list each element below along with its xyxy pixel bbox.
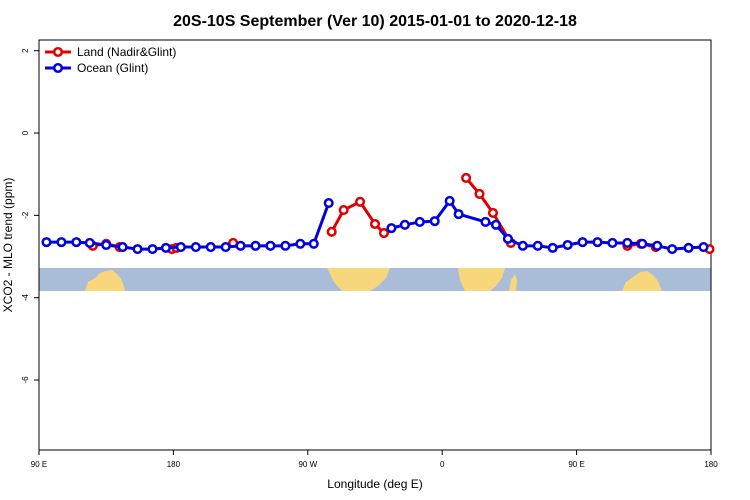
point	[205, 242, 216, 253]
point	[490, 219, 502, 230]
point	[652, 240, 663, 251]
point	[355, 196, 366, 207]
land-mask	[39, 268, 711, 291]
point	[250, 240, 261, 251]
y-tick-label: 2	[21, 48, 30, 53]
point	[592, 237, 603, 248]
point	[190, 242, 201, 253]
series	[41, 195, 709, 255]
y-axis-label: XCO2 - MLO trend (ppm)	[1, 178, 15, 313]
point	[295, 238, 306, 249]
point	[175, 242, 186, 253]
point	[444, 195, 455, 207]
legend-label: Ocean (Glint)	[77, 61, 148, 75]
point	[220, 242, 231, 253]
y-tick-label: -2	[21, 211, 30, 219]
point	[622, 237, 633, 248]
x-tick-label: 90 E	[568, 460, 584, 469]
point	[338, 204, 349, 216]
point	[399, 219, 410, 230]
y-tick-label: 0	[21, 130, 30, 135]
y-tick-label: -6	[21, 376, 30, 384]
point	[517, 240, 528, 251]
point	[532, 240, 543, 251]
point	[547, 242, 558, 253]
y-tick-label: -4	[21, 294, 30, 302]
point	[235, 240, 246, 251]
point	[84, 237, 95, 248]
point	[429, 216, 440, 227]
point	[577, 237, 588, 248]
land-patch	[509, 274, 517, 291]
point	[607, 237, 618, 248]
point	[323, 197, 334, 209]
point	[101, 239, 112, 251]
land-patch	[458, 268, 505, 291]
point	[637, 238, 648, 249]
point	[41, 237, 52, 248]
x-tick-label: 180	[704, 460, 718, 469]
x-tick-label: 90 W	[298, 460, 317, 469]
x-tick-label: 0	[440, 460, 445, 469]
legend-label: Land (Nadir&Glint)	[77, 45, 176, 59]
series-line	[93, 178, 710, 249]
point	[487, 207, 499, 218]
chart-title: 20S-10S September (Ver 10) 2015-01-01 to…	[173, 13, 577, 30]
x-tick-label: 180	[167, 460, 181, 469]
point	[386, 223, 397, 234]
point	[132, 244, 143, 255]
land-patch	[85, 270, 125, 291]
point	[562, 239, 573, 251]
point	[414, 216, 425, 227]
point	[461, 172, 472, 183]
x-axis-label: Longitude (deg E)	[327, 477, 422, 491]
point	[71, 237, 82, 248]
point	[56, 237, 67, 248]
point	[369, 218, 381, 230]
x-tick-label: 90 E	[31, 460, 47, 469]
point	[308, 238, 319, 249]
point	[453, 209, 464, 220]
legend-marker	[52, 46, 64, 58]
series	[89, 174, 713, 253]
point	[265, 240, 276, 251]
point	[117, 242, 128, 253]
point	[683, 242, 694, 253]
point	[480, 216, 491, 227]
legend-marker	[52, 62, 64, 74]
point	[160, 242, 171, 253]
point	[378, 228, 390, 239]
point	[280, 240, 291, 251]
point	[667, 244, 678, 255]
point	[326, 226, 337, 237]
land-patch	[622, 271, 662, 291]
point	[147, 244, 158, 255]
land-patch	[327, 268, 390, 291]
point	[698, 242, 709, 253]
point	[474, 188, 485, 200]
point	[502, 233, 513, 244]
